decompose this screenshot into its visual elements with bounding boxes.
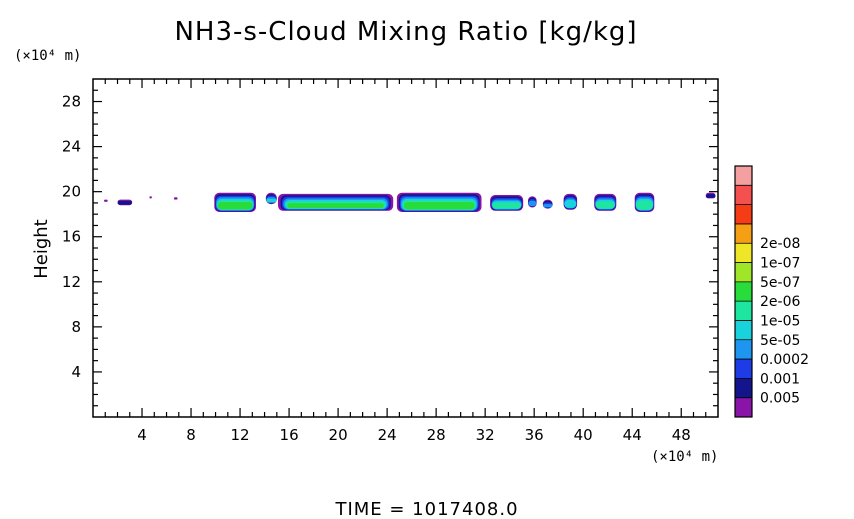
x-axis-unit: (×10⁴ m) [651, 449, 718, 465]
x-tick-label: 20 [329, 426, 348, 444]
y-axis-title: Height [31, 219, 52, 279]
cloud-band [492, 203, 521, 209]
cloud-cell [118, 200, 133, 206]
y-tick-label: 24 [62, 138, 81, 156]
cloud-band [636, 201, 653, 210]
x-tick-label: 44 [623, 426, 642, 444]
colorbar-label: 2e-08 [760, 236, 800, 252]
cloud-band [104, 200, 108, 202]
cloud-cell [594, 194, 616, 211]
y-tick-label: 4 [71, 363, 81, 381]
colorbar-swatch [735, 205, 752, 225]
colorbar-swatch [735, 321, 752, 341]
y-tick-label: 12 [62, 273, 81, 291]
colorbar-swatch [735, 378, 752, 398]
cloud-cell [543, 200, 553, 209]
cloud-cell [635, 193, 655, 212]
cloud-cell [490, 195, 523, 211]
cloud-cell [706, 193, 716, 199]
colorbar-label: 0.005 [760, 391, 800, 407]
cloud-cell [214, 193, 256, 212]
cloud-band [218, 202, 253, 209]
cloud-cell [278, 194, 393, 211]
colorbar-label: 0.0002 [760, 352, 809, 368]
cloud-band [288, 203, 384, 208]
colorbar-label: 0.001 [760, 371, 800, 387]
colorbar: 2e-08 1e-07 5e-07 2e-06 1e-05 5e-05 0.0002 0.00… [735, 166, 809, 417]
cloud-band [564, 200, 576, 208]
x-tick-label: 28 [427, 426, 446, 444]
cloud-band [404, 202, 475, 209]
colorbar-label: 1e-05 [760, 314, 800, 330]
colorbar-swatch [735, 166, 752, 186]
cloud-band [174, 197, 178, 199]
x-tick-label: 36 [525, 426, 544, 444]
cloud-band [118, 201, 132, 205]
colorbar-label: 5e-07 [760, 275, 800, 291]
cloud-band [528, 201, 536, 206]
colorbar-label: 1e-07 [760, 256, 800, 272]
x-tick-label: 24 [378, 426, 397, 444]
y-tick-label: 28 [62, 93, 81, 111]
cloud-cell [174, 197, 178, 199]
colorbar-swatch [735, 185, 752, 205]
cloud-cell [266, 193, 277, 204]
cloud-cell [104, 200, 108, 202]
y-tick-label: 20 [62, 183, 81, 201]
cloud-band [706, 194, 715, 198]
colorbar-swatch [735, 359, 752, 379]
time-footer: TIME = 1017408.0 [334, 499, 518, 519]
colorbar-label: 5e-05 [760, 333, 800, 349]
x-tick-label: 48 [672, 426, 691, 444]
cloud-band [543, 204, 552, 207]
cloud-band [266, 199, 276, 202]
y-axis-unit: (×10⁴ m) [14, 48, 81, 64]
cloud-cell [149, 196, 152, 198]
chart-title: NH3-s-Cloud Mixing Ratio [kg/kg] [174, 17, 637, 47]
cloud-cell [528, 196, 537, 207]
x-tick-label: 40 [574, 426, 593, 444]
cloud-cell [564, 194, 578, 210]
colorbar-swatch [735, 243, 752, 263]
plot-frame [93, 79, 718, 417]
y-tick-label: 16 [62, 228, 81, 246]
x-tick-label: 12 [231, 426, 250, 444]
colorbar-swatch [735, 398, 752, 418]
x-tick-label: 4 [137, 426, 147, 444]
colorbar-swatch [735, 263, 752, 283]
cloud-band [596, 202, 615, 209]
colorbar-swatch [735, 282, 752, 302]
colorbar-swatch [735, 224, 752, 244]
x-tick-label: 8 [186, 426, 196, 444]
x-tick-label: 16 [280, 426, 299, 444]
colorbar-swatch [735, 340, 752, 360]
colorbar-swatch [735, 301, 752, 321]
y-tick-label: 8 [71, 318, 81, 336]
x-tick-label: 32 [476, 426, 495, 444]
cloud-cell [397, 193, 482, 212]
colorbar-label: 2e-06 [760, 294, 800, 310]
cloud-band [149, 196, 152, 198]
